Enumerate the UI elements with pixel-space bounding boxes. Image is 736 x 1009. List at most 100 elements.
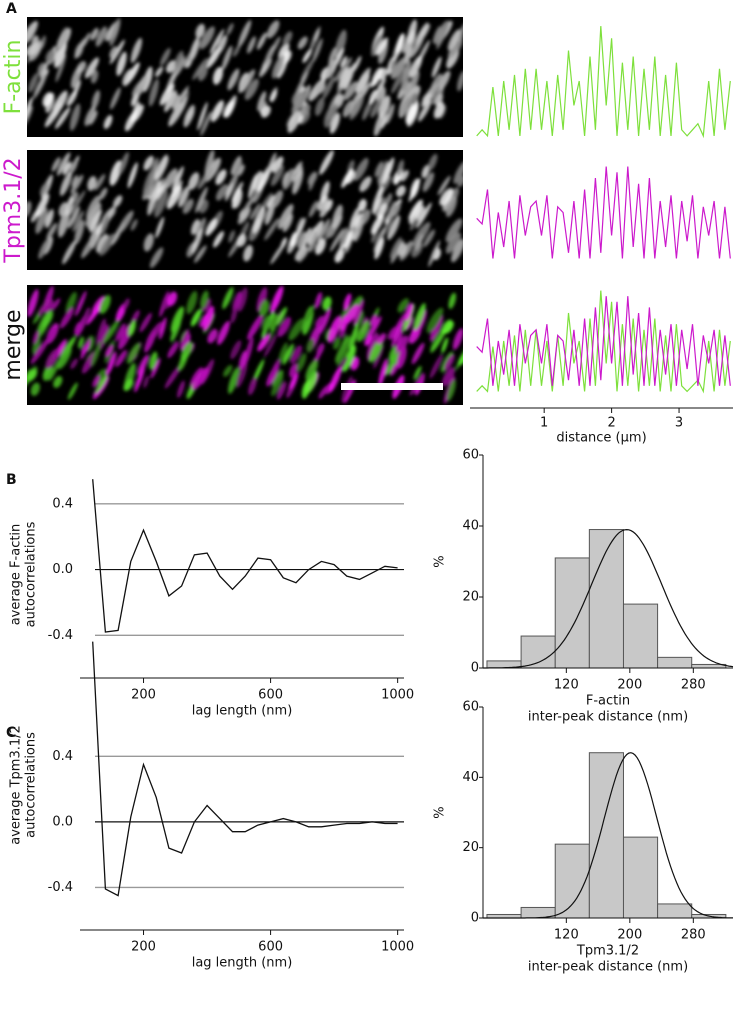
y-axis-title: autocorrelations (24, 732, 39, 838)
fiber (428, 240, 441, 267)
fiber (182, 198, 194, 214)
fiber (344, 230, 353, 249)
fiber (259, 192, 273, 211)
fiber (242, 195, 255, 214)
x-axis-title: distance (µm) (556, 431, 646, 446)
fiber (257, 334, 270, 352)
fiber (271, 373, 284, 397)
fiber (142, 168, 155, 197)
fiber (319, 204, 330, 218)
fiber (147, 188, 158, 216)
fiber (396, 335, 409, 352)
fiber (334, 29, 347, 58)
fiber (91, 209, 103, 227)
fiber (278, 43, 290, 60)
fiber (159, 83, 175, 106)
fiber (413, 303, 426, 331)
fiber (90, 70, 99, 84)
fiber (282, 213, 294, 233)
fiber (389, 237, 402, 259)
fiber (314, 292, 322, 309)
fiber (69, 190, 86, 216)
fiber (359, 176, 372, 192)
fiber (148, 78, 159, 107)
fiber (27, 20, 38, 46)
fiber (282, 31, 293, 46)
fiber (352, 55, 362, 72)
fiber (102, 319, 120, 344)
x-axis-title: F-actin (586, 694, 630, 709)
fiber (458, 352, 463, 366)
x-axis-title: lag length (nm) (192, 704, 293, 719)
fiber (385, 103, 395, 124)
fiber (371, 34, 383, 57)
fiber (377, 160, 388, 183)
x-tick-label: 3 (675, 416, 683, 431)
fiber (122, 68, 134, 87)
fiber (80, 338, 91, 360)
fiber (314, 97, 325, 116)
fiber (217, 320, 230, 345)
fiber (260, 105, 271, 118)
fiber (178, 351, 188, 371)
fiber (395, 33, 405, 54)
fiber (404, 81, 413, 101)
fiber (270, 165, 284, 187)
fiber (192, 57, 208, 81)
x-tick-label: 1000 (381, 688, 414, 703)
fiber (160, 47, 171, 66)
fiber (195, 23, 205, 39)
fiber (143, 375, 150, 389)
fiber (275, 307, 288, 326)
fiber (411, 342, 425, 365)
fiber (252, 206, 266, 234)
fiber (308, 174, 316, 191)
fiber (369, 89, 378, 105)
fiber (316, 343, 325, 356)
fiber (413, 366, 422, 380)
fiber (32, 73, 47, 100)
y-tick-label: 0.0 (52, 814, 73, 829)
fiber (396, 346, 407, 369)
fiber (59, 171, 72, 196)
fiber (149, 351, 158, 370)
fiber (91, 90, 101, 110)
x-axis-title: lag length (nm) (192, 956, 293, 971)
fiber (137, 74, 148, 95)
fiber (256, 32, 267, 50)
fiber (298, 246, 311, 263)
x-tick-label: 2 (607, 416, 615, 431)
fiber (373, 227, 386, 253)
fiber (427, 153, 438, 171)
fiber (44, 299, 54, 314)
fiber (329, 228, 345, 252)
fiber (329, 366, 342, 393)
fiber (247, 313, 264, 340)
fiber (222, 287, 234, 310)
fiber (378, 358, 388, 387)
fiber (373, 344, 384, 369)
fiber (439, 188, 454, 206)
fiber (99, 187, 108, 200)
fiber (38, 237, 51, 259)
x-axis-title: inter-peak distance (nm) (528, 710, 688, 725)
fiber (39, 61, 49, 80)
fiber (315, 82, 326, 94)
fiber (445, 232, 462, 254)
fiber (408, 199, 424, 225)
fiber (431, 56, 442, 78)
fiber (86, 202, 102, 229)
x-tick-label: 200 (131, 940, 156, 955)
fiber (370, 97, 383, 118)
fiber (205, 218, 217, 236)
fiber (233, 44, 241, 57)
fiber (65, 196, 74, 217)
fiber (155, 216, 165, 239)
fiber (86, 302, 102, 325)
fiber (127, 342, 141, 364)
fiber (164, 364, 182, 389)
fiber (56, 152, 71, 176)
fiber (317, 218, 331, 243)
fiber (319, 150, 334, 175)
